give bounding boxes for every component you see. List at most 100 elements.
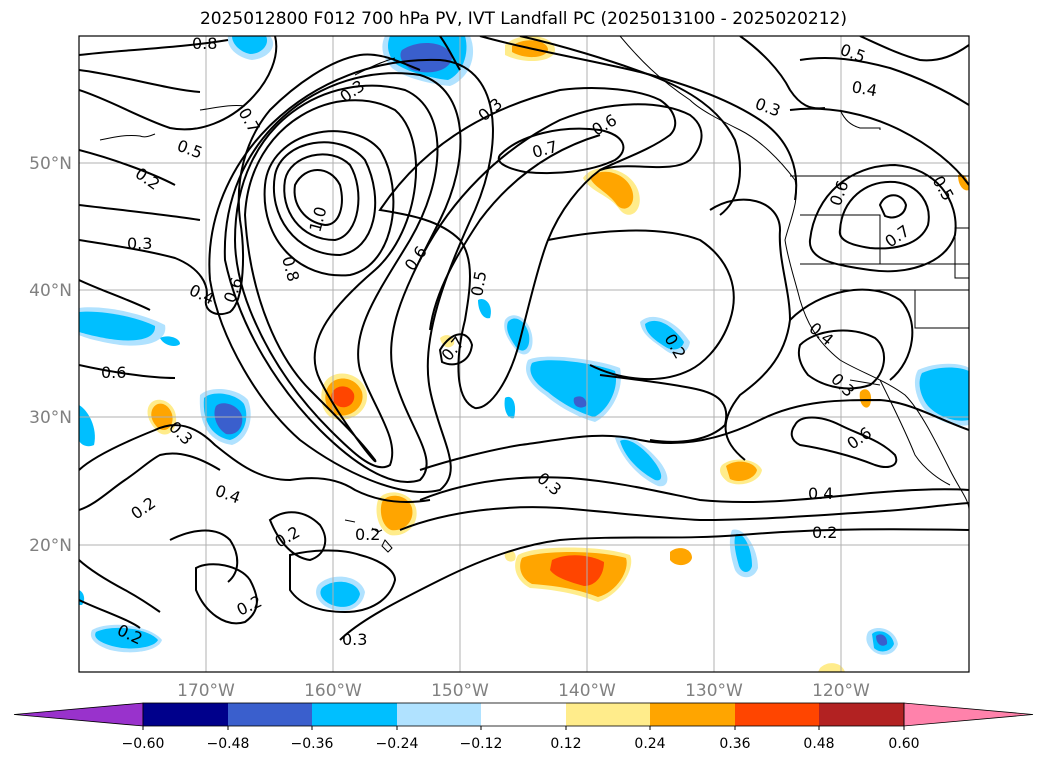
contour-line — [79, 53, 421, 316]
contour-line — [208, 58, 494, 493]
colorbar-segment — [312, 703, 397, 726]
island — [371, 527, 383, 533]
colorbar-tick-label: 0.60 — [888, 736, 919, 752]
contour-line — [223, 72, 462, 483]
contour-line — [169, 529, 239, 583]
lon-label: 140°W — [558, 681, 616, 701]
contour-label: 0.3 — [342, 630, 367, 649]
contour-line — [399, 502, 969, 531]
longitude-labels: 170°W 160°W 150°W 140°W 130°W 120°W — [177, 681, 870, 701]
contour-line — [79, 559, 161, 613]
coastline — [99, 133, 156, 141]
contour-line — [283, 153, 360, 242]
colorbar-extend-max — [903, 702, 1034, 727]
contour-line — [243, 99, 418, 463]
positive-anomaly-patch — [958, 174, 969, 191]
positive-anomaly-patch — [859, 389, 872, 408]
contour-line — [797, 329, 885, 390]
coastline — [199, 105, 246, 111]
contour-line — [79, 36, 278, 131]
colorbar-ticks — [142, 726, 905, 730]
lat-label: 50°N — [29, 154, 72, 174]
contour-line — [429, 134, 601, 331]
negative-anomaly-patch — [734, 533, 752, 572]
negative-anomaly-patch — [573, 396, 587, 408]
island — [381, 539, 393, 553]
island — [344, 519, 356, 523]
colorbar-tick-label: 0.36 — [719, 736, 750, 752]
contour-label: 0.3 — [127, 234, 152, 253]
coastline — [879, 379, 951, 486]
colorbar-tick-label: 0.24 — [634, 736, 665, 752]
negative-anomaly-patch — [919, 367, 969, 421]
colorbar-tick-label: 0.12 — [550, 736, 581, 752]
lon-label: 170°W — [177, 681, 235, 701]
contour-line — [79, 204, 201, 221]
lat-label: 30°N — [29, 408, 72, 428]
contour-line — [79, 424, 431, 503]
contour-line — [293, 169, 343, 227]
negative-anomaly-patch — [504, 396, 516, 419]
contour-line — [339, 528, 969, 641]
lon-label: 160°W — [304, 681, 362, 701]
contour-line — [289, 549, 397, 614]
contour-line — [838, 180, 930, 250]
negative-anomaly-patch — [214, 403, 243, 435]
positive-anomaly-patch — [331, 386, 355, 408]
negative-anomaly-patch — [620, 439, 662, 481]
colorbar-tick-label: −0.12 — [460, 736, 503, 752]
colorbar-tick-label: 0.48 — [803, 736, 834, 752]
contour-line — [519, 36, 741, 216]
contour-line — [79, 39, 229, 56]
contour-line — [497, 127, 625, 175]
colorbar-extend-min — [13, 702, 144, 727]
contour-line — [799, 57, 969, 106]
contour-line — [195, 563, 258, 625]
lon-label: 150°W — [431, 681, 489, 701]
negative-anomaly-patch — [79, 311, 156, 341]
border-line — [954, 227, 969, 279]
negative-anomaly-patch — [530, 360, 617, 417]
contour-label: 0.4 — [808, 484, 833, 503]
contour-line — [438, 333, 474, 366]
contour-label: 0.8 — [192, 34, 217, 53]
coastline — [839, 109, 881, 130]
contour-line — [79, 279, 151, 311]
contour-line — [859, 36, 969, 62]
colorbar-tick-label: −0.48 — [207, 736, 250, 752]
border-line — [849, 379, 881, 386]
latitude-labels: 50°N 40°N 30°N 20°N — [29, 154, 72, 556]
contour-line — [790, 416, 898, 468]
contour-line — [79, 599, 141, 629]
colorbar-segment — [228, 703, 312, 726]
colorbar-segment — [143, 703, 228, 726]
contour-line — [878, 194, 908, 219]
colorbar-segment — [566, 703, 650, 726]
border-line — [914, 290, 969, 329]
contour-line — [789, 107, 969, 186]
colorbar-tick-label: −0.36 — [291, 736, 334, 752]
positive-anomaly-patch — [818, 663, 845, 672]
contour-line — [268, 511, 327, 562]
negative-anomaly-patch — [478, 298, 491, 319]
contour-line — [419, 476, 969, 504]
graticule — [79, 36, 969, 672]
colorbar-frame — [142, 702, 905, 727]
contour-line — [79, 69, 201, 93]
negative-anomaly-patch — [645, 320, 684, 350]
contour-label: 0.2 — [355, 525, 380, 544]
contour-line — [739, 36, 826, 110]
negative-anomaly-patch — [79, 405, 95, 447]
colorbar-segment — [819, 703, 904, 726]
colorbar-segment — [735, 703, 819, 726]
negative-anomaly-patch — [320, 581, 360, 607]
contour-line — [79, 364, 176, 379]
negative-anomaly-patch — [160, 336, 180, 346]
contour-line — [263, 130, 395, 277]
negative-anomaly-patch — [95, 627, 158, 649]
lat-label: 20°N — [29, 536, 72, 556]
lon-label: 120°W — [812, 681, 870, 701]
positive-anomaly-patch — [670, 548, 692, 566]
coastline — [619, 36, 969, 511]
